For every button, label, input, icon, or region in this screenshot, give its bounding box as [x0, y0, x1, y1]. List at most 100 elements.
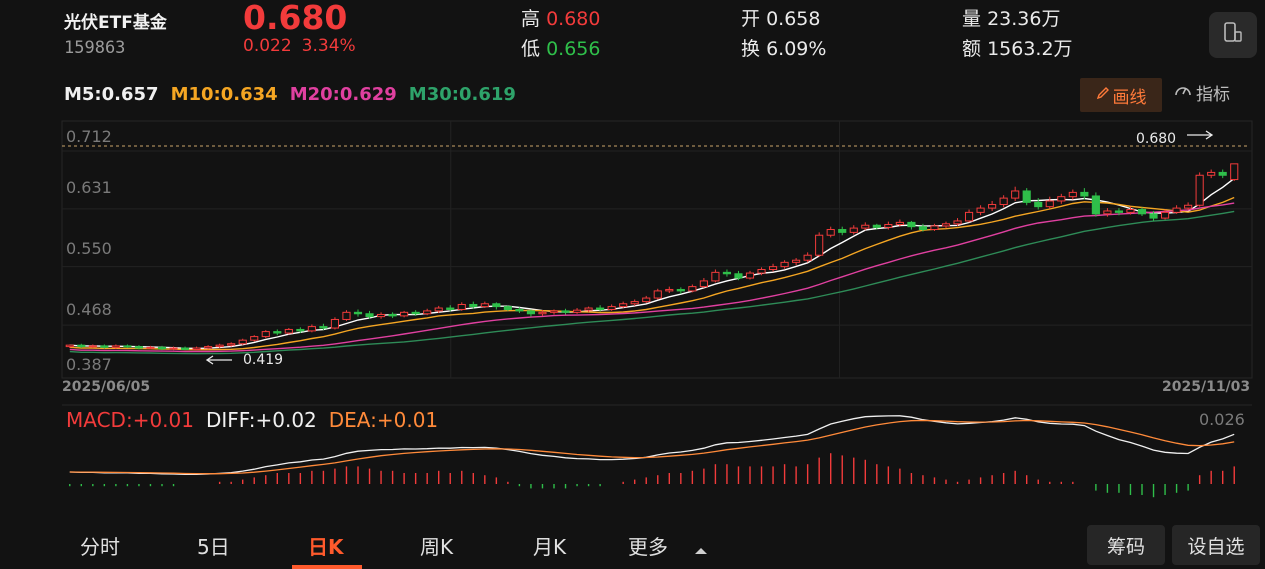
chips-button[interactable]: 筹码 [1087, 525, 1165, 565]
candle [757, 268, 766, 274]
candle [941, 223, 951, 227]
candle [665, 288, 674, 292]
min-price-label: 0.419 [243, 352, 284, 368]
active-tab-indicator [292, 565, 362, 569]
candle [1184, 204, 1193, 209]
ma5-value: M5:0.657 [64, 84, 159, 105]
indicator-button[interactable]: 指标 [1174, 80, 1230, 105]
candle [319, 326, 328, 329]
candle [1011, 190, 1020, 199]
open-value: 0.658 [766, 8, 821, 30]
landscape-toggle-button[interactable] [1209, 12, 1257, 58]
candle [688, 286, 697, 292]
candle [238, 339, 247, 345]
candle [803, 254, 812, 261]
candle [1160, 211, 1170, 219]
max-price-label: 0.680 [1136, 131, 1177, 147]
high-stat: 高 0.680 [521, 4, 600, 31]
candle [630, 301, 639, 305]
tab-monthly-k[interactable]: 月K [533, 535, 567, 559]
candle [157, 346, 167, 350]
low-stat: 低 0.656 [521, 34, 600, 61]
candle [330, 318, 340, 329]
candle [134, 346, 144, 349]
ma20-line [69, 202, 1235, 353]
ma10-value: M10:0.634 [170, 84, 278, 105]
y-tick-3: 0.468 [66, 300, 112, 319]
candle [838, 229, 847, 233]
kline-chart[interactable] [0, 0, 1265, 519]
candle [526, 310, 536, 315]
candle [457, 303, 466, 310]
candle [88, 345, 97, 348]
draw-line-button[interactable]: 画线 [1080, 78, 1162, 112]
tab-intraday[interactable]: 分时 [80, 535, 120, 559]
add-watchlist-button[interactable]: 设自选 [1172, 525, 1260, 565]
candle [1114, 210, 1124, 213]
turnover-label: 换 [741, 38, 761, 60]
volume-label: 量 [962, 8, 982, 30]
moving-average-legend: M5:0.657 M10:0.634 M20:0.629 M30:0.619 [64, 84, 528, 105]
tab-weekly-k[interactable]: 周K [420, 535, 454, 559]
candle [780, 261, 789, 268]
ma30-value: M30:0.619 [408, 84, 516, 105]
candle [849, 227, 858, 233]
macd-histogram [69, 453, 1235, 498]
candle [907, 221, 916, 228]
tab-daily-k[interactable]: 日K [308, 535, 344, 559]
candle [1149, 213, 1158, 219]
candle [515, 308, 524, 312]
y-tick-0: 0.712 [66, 127, 112, 146]
tab-5day[interactable]: 5日 [197, 535, 230, 559]
candle [1080, 191, 1089, 197]
gauge-icon [1174, 82, 1192, 103]
candle [100, 345, 109, 348]
candle [711, 271, 720, 282]
change-percent: 3.34% [301, 36, 356, 56]
candle [342, 311, 351, 320]
min-arrow [205, 355, 232, 365]
candle [1137, 209, 1147, 215]
candle [423, 310, 432, 315]
candle [1218, 171, 1227, 176]
candle [1022, 190, 1031, 203]
candle [676, 288, 685, 292]
candle [549, 310, 559, 313]
turnover-value: 6.09% [766, 38, 827, 60]
tab-more[interactable]: 更多 [628, 531, 708, 561]
candle [1207, 171, 1216, 176]
macd-legend: MACD:+0.01 DIFF:+0.02 DEA:+0.01 [66, 408, 450, 432]
candle [227, 343, 236, 346]
caret-up-icon [694, 537, 708, 561]
candle [1091, 195, 1100, 215]
candle [1068, 191, 1077, 198]
period-tab-bar: 分时 5日 日K 周K 月K 更多 [0, 519, 1265, 569]
candle [607, 306, 616, 310]
candle [204, 346, 213, 349]
candle [826, 229, 835, 236]
candle [388, 313, 397, 317]
candle [768, 266, 778, 270]
candle [169, 347, 178, 350]
candle [619, 303, 628, 308]
candle [872, 224, 881, 228]
candle [999, 197, 1008, 206]
candle [192, 347, 201, 350]
candle [284, 328, 293, 334]
candle [353, 311, 363, 315]
candle [446, 307, 455, 310]
candle [1172, 207, 1181, 213]
candle [572, 309, 582, 313]
candle [861, 224, 870, 229]
candle [734, 273, 743, 279]
candle [792, 259, 801, 263]
candle [261, 331, 270, 338]
candle [584, 307, 593, 311]
amount-value: 1563.2万 [987, 38, 1073, 60]
low-label: 低 [521, 38, 541, 60]
candle [964, 211, 974, 222]
fund-code: 159863 [64, 38, 126, 58]
candle [699, 280, 708, 288]
change-value: 0.022 [243, 36, 292, 56]
candle [296, 328, 305, 332]
